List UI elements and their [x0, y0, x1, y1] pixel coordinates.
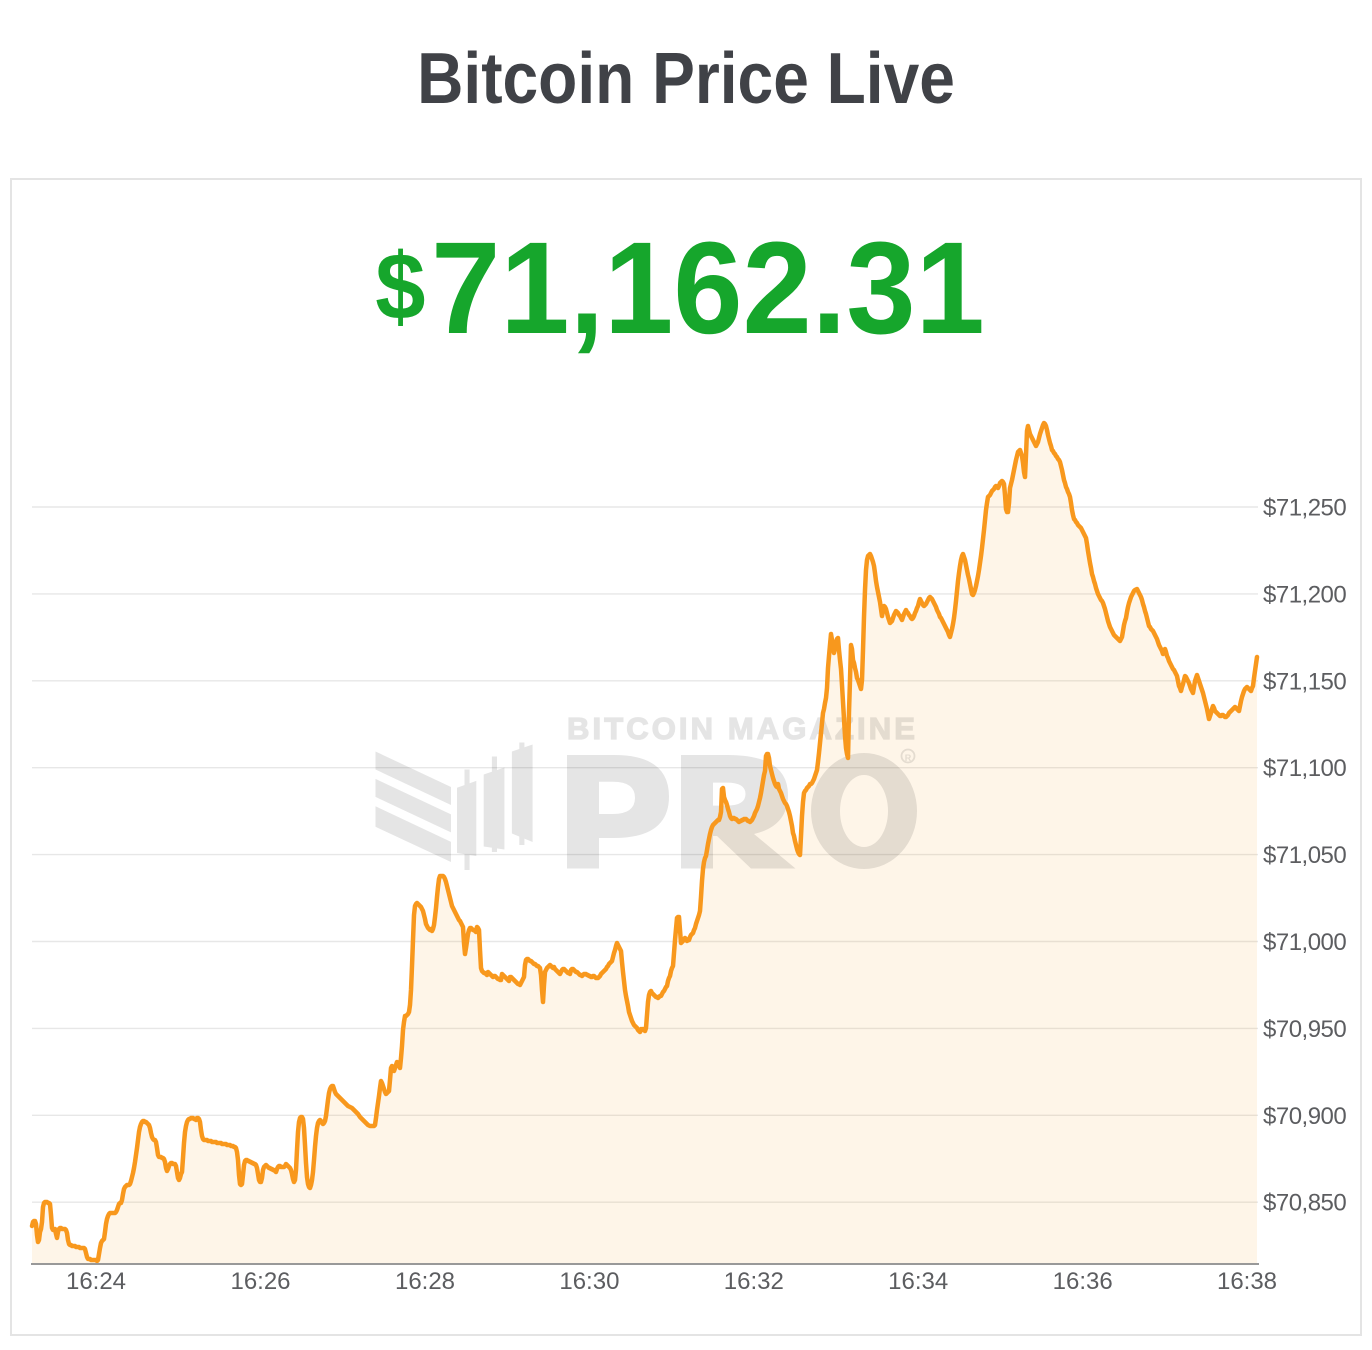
- svg-text:$70,850: $70,850: [1263, 1190, 1346, 1217]
- svg-text:$71,100: $71,100: [1263, 755, 1346, 782]
- svg-text:16:26: 16:26: [230, 1268, 290, 1295]
- svg-text:16:24: 16:24: [66, 1268, 126, 1295]
- svg-text:$71,250: $71,250: [1263, 495, 1346, 522]
- svg-text:$71,200: $71,200: [1263, 581, 1346, 608]
- svg-text:$71,050: $71,050: [1263, 842, 1346, 869]
- svg-text:16:28: 16:28: [395, 1268, 455, 1295]
- svg-text:16:30: 16:30: [559, 1268, 619, 1295]
- svg-text:$70,900: $70,900: [1263, 1103, 1346, 1130]
- svg-text:16:38: 16:38: [1217, 1268, 1277, 1295]
- svg-text:$71,150: $71,150: [1263, 668, 1346, 695]
- svg-text:16:36: 16:36: [1053, 1268, 1113, 1295]
- svg-text:$71,000: $71,000: [1263, 929, 1346, 956]
- svg-text:16:32: 16:32: [724, 1268, 784, 1295]
- svg-text:$70,950: $70,950: [1263, 1016, 1346, 1043]
- svg-text:16:34: 16:34: [888, 1268, 948, 1295]
- svg-text:R: R: [905, 753, 912, 763]
